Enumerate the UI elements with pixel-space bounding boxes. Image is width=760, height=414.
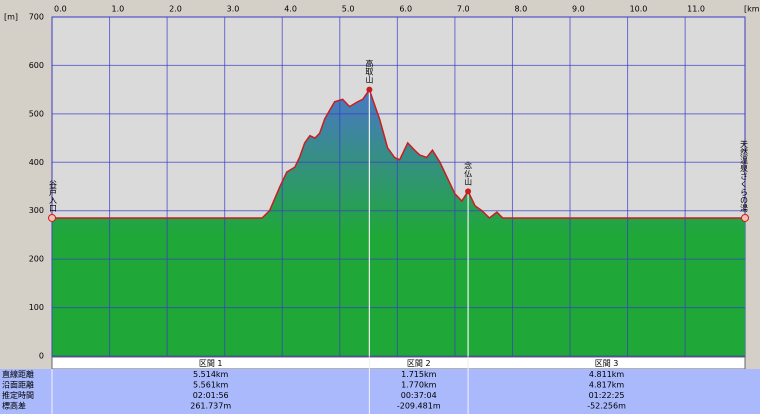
cell: 1.715km — [401, 370, 437, 379]
waypoint-label: 高取山 — [365, 59, 374, 85]
cell: 00:37:04 — [401, 391, 437, 400]
table-header-bg — [51, 356, 746, 370]
section-header: 区間 1 — [199, 359, 223, 368]
cell: 4.811km — [589, 370, 625, 379]
cell: 5.514km — [193, 370, 229, 379]
x-tick-label: 2.0 — [169, 5, 182, 14]
cell: -52.256m — [587, 401, 626, 410]
row-label: 標高差 — [2, 400, 26, 410]
section-header: 区間 2 — [407, 359, 431, 368]
cell: 01:22:25 — [589, 391, 625, 400]
y-tick-label: 200 — [29, 255, 44, 264]
x-tick-label: 3.0 — [227, 5, 240, 14]
row-label: 推定時間 — [2, 390, 34, 400]
waypoint-label: 念仏山 — [464, 160, 473, 186]
y-tick-label: 600 — [29, 61, 44, 70]
x-tick-label: 1.0 — [112, 5, 125, 14]
cell: 4.817km — [589, 380, 625, 389]
waypoint-label: 谷戸入口 — [49, 180, 58, 212]
row-label: 直線距離 — [2, 369, 34, 379]
waypoint-label: 天然温泉さくらの湯 — [740, 140, 749, 213]
y-tick-label: 500 — [29, 109, 44, 118]
waypoint — [366, 86, 373, 93]
cell: 02:01:56 — [193, 391, 229, 400]
profile-line — [52, 87, 745, 219]
waypoint — [465, 188, 472, 195]
cell: 5.561km — [193, 380, 229, 389]
x-tick-label: 10.0 — [630, 5, 648, 14]
section-header: 区間 3 — [595, 359, 619, 368]
waypoint — [741, 213, 749, 222]
y-tick-label: 0 — [39, 352, 44, 361]
y-tick-label: 400 — [29, 158, 44, 167]
cell: 261.737m — [190, 401, 231, 410]
x-tick-label: 5.0 — [342, 5, 355, 14]
y-tick-label: 700 — [29, 13, 44, 22]
x-tick-label: 0.0 — [54, 5, 67, 14]
y-unit: [m] — [4, 13, 18, 22]
x-tick-label: 7.0 — [457, 5, 470, 14]
row-label: 沿面距離 — [2, 379, 34, 389]
table-body-bg — [0, 369, 760, 414]
y-tick-label: 300 — [29, 206, 44, 215]
x-tick-label: 8.0 — [514, 5, 527, 14]
waypoint — [48, 213, 56, 222]
x-tick-label: 9.0 — [572, 5, 585, 14]
cell: 1.770km — [401, 380, 437, 389]
y-tick-label: 100 — [29, 303, 44, 312]
cell: -209.481m — [397, 401, 441, 410]
x-tick-label: 4.0 — [284, 5, 297, 14]
x-tick-label: 6.0 — [399, 5, 412, 14]
x-unit: [km] — [744, 5, 760, 14]
area-fill — [52, 89, 745, 357]
x-tick-label: 11.0 — [687, 5, 705, 14]
